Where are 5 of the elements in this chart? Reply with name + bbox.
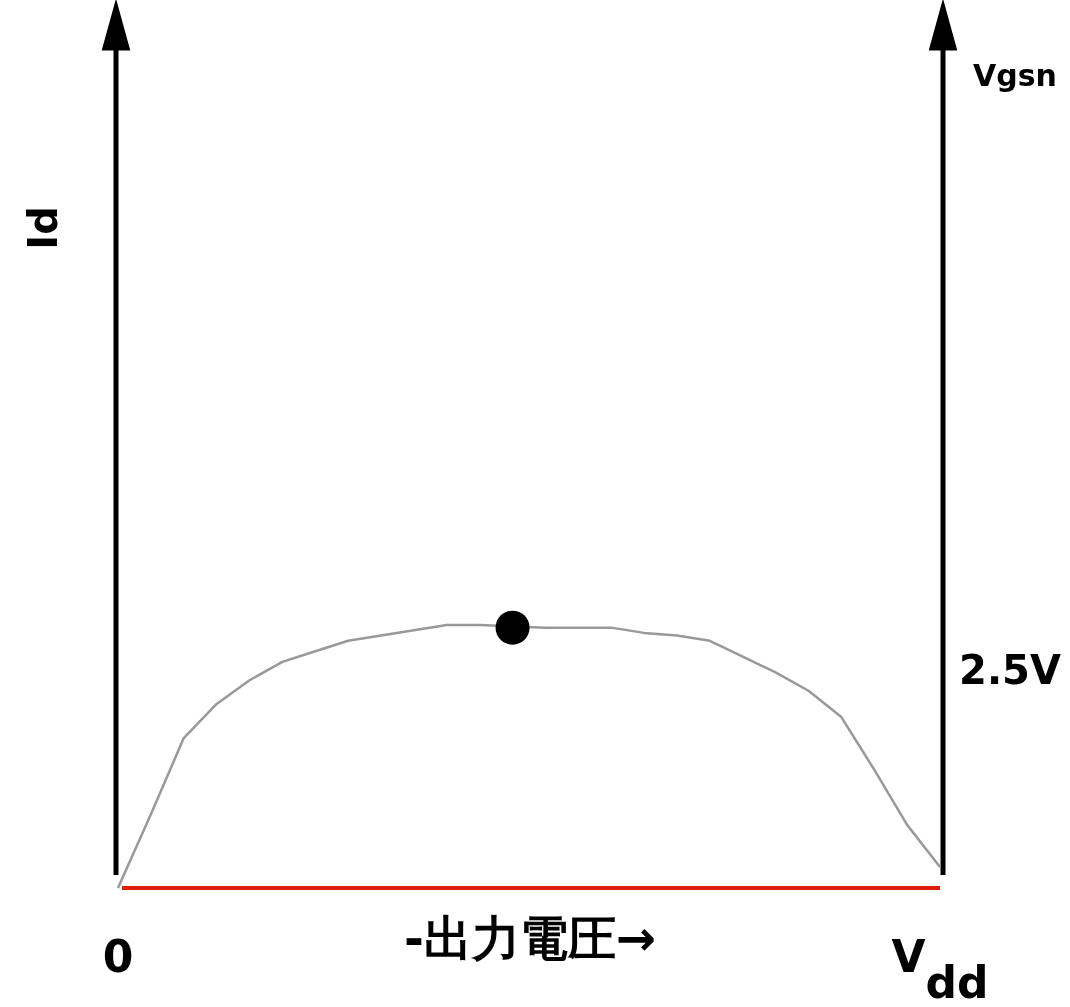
text: Id xyxy=(20,206,66,250)
x-axis-title: -出力電圧→ xyxy=(403,910,657,966)
text: Vgsn xyxy=(973,58,1057,93)
x-tick-label: 0 xyxy=(102,931,134,982)
text: 2.5V xyxy=(959,647,1061,693)
